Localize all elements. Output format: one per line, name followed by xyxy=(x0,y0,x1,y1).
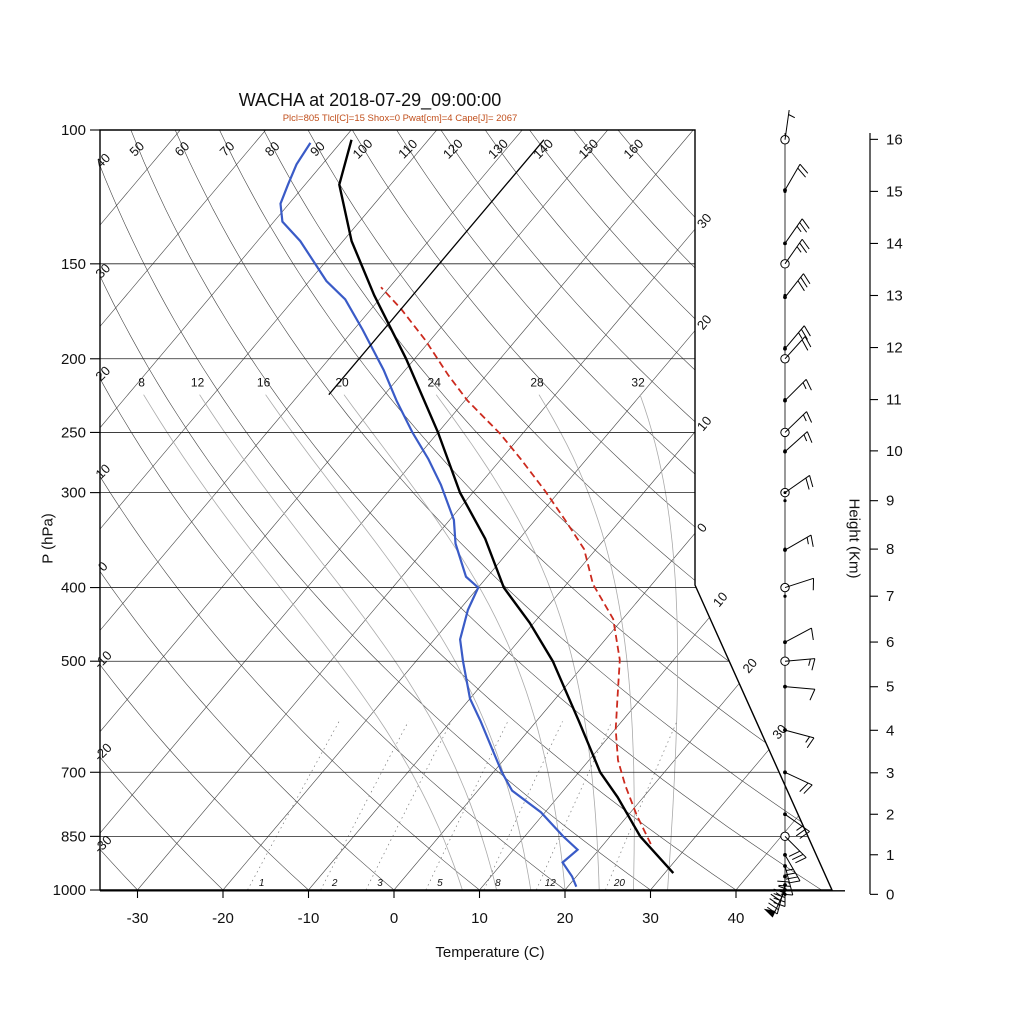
dry-adiabat-left-label: -20 xyxy=(91,740,115,764)
height-tick-label: 13 xyxy=(886,288,903,305)
dry-adiabat-top-label: 70 xyxy=(217,138,238,159)
temperature-tick-label: 0 xyxy=(390,910,398,927)
mixing-ratio-labels: 1 2 3 5 8 12 20 xyxy=(259,878,626,889)
dry-adiabat-left-label: 20 xyxy=(92,363,113,384)
mixing-ratio-label: 5 xyxy=(437,878,443,889)
isotherm-diagonal-label: 20 xyxy=(739,655,760,676)
plot-border xyxy=(99,129,834,891)
isobar-lines xyxy=(100,129,832,891)
dry-adiabat-top-label: 60 xyxy=(171,138,192,159)
pressure-tick-label: 300 xyxy=(61,485,86,502)
mixing-ratio-lines xyxy=(247,721,678,890)
temperature-tick-label: -30 xyxy=(127,910,149,927)
pressure-tick-label: 400 xyxy=(61,580,86,597)
dry-adiabat-left-label: 0 xyxy=(95,558,111,574)
dry-adiabat-left-label: 10 xyxy=(92,461,113,482)
moist-adiabat-label: 20 xyxy=(335,376,349,390)
temperature-tick-label: 10 xyxy=(471,910,488,927)
mixing-ratio-label: 8 xyxy=(495,878,501,889)
chart-info-line: Plcl=805 Tlcl[C]=15 Shox=0 Pwat[cm]=4 Ca… xyxy=(282,113,518,124)
dry-adiabat-top-label: 110 xyxy=(395,136,420,161)
pressure-tick-label: 700 xyxy=(61,764,86,781)
stratosphere-isotherm-curve xyxy=(328,139,545,396)
temperature-curve xyxy=(338,139,675,874)
dry-adiabat-top-label: 90 xyxy=(307,138,328,159)
pressure-tick-label: 1000 xyxy=(53,882,86,899)
height-tick-label: 2 xyxy=(886,806,894,823)
temperature-axis-label: Temperature (C) xyxy=(435,944,545,961)
parcel-curve xyxy=(380,286,652,845)
wind-barbs xyxy=(763,109,816,918)
isotherm-edge-label: 20 xyxy=(694,312,715,333)
height-tick-label: 12 xyxy=(886,340,903,357)
chart-title: WACHA at 2018-07-29_09:00:00 xyxy=(238,90,502,110)
dry-adiabat-left-label: 40 xyxy=(92,150,113,171)
mixing-ratio-label: 2 xyxy=(331,878,338,889)
moist-adiabat-labels: 8 12 16 20 24 28 32 xyxy=(138,376,645,390)
pressure-axis-label: P (hPa) xyxy=(39,513,57,564)
height-tick-label: 1 xyxy=(886,847,894,864)
temperature-axis: -30 -20 -10 0 10 20 30 40 xyxy=(100,890,845,927)
pressure-tick-label: 250 xyxy=(61,424,86,441)
dry-adiabat-top-label: 130 xyxy=(485,136,511,162)
moist-adiabat-label: 16 xyxy=(257,376,271,390)
pressure-tick-label: 500 xyxy=(61,653,86,670)
sounding-curves xyxy=(279,139,675,888)
pressure-tick-label: 150 xyxy=(61,256,86,273)
mixing-ratio-label: 3 xyxy=(377,878,383,889)
isotherm-edge-label: 30 xyxy=(694,210,715,231)
dry-adiabat-top-label: 160 xyxy=(620,136,646,162)
moist-adiabat-lines xyxy=(143,394,678,890)
moist-adiabat-label: 32 xyxy=(631,376,645,390)
pressure-tick-label: 100 xyxy=(61,122,86,139)
moist-adiabat-label: 24 xyxy=(428,376,442,390)
moist-adiabat-label: 28 xyxy=(530,376,544,390)
moist-adiabat-label: 12 xyxy=(191,376,205,390)
height-tick-label: 11 xyxy=(886,392,902,409)
isotherm-diagonal-label: 30 xyxy=(769,721,790,742)
height-tick-label: 6 xyxy=(886,634,894,651)
isotherm-edge-label: 10 xyxy=(694,413,715,434)
height-tick-label: 16 xyxy=(886,131,903,148)
dry-adiabat-left-label: -10 xyxy=(91,648,115,672)
dry-adiabat-top-label: 80 xyxy=(262,138,283,159)
dewpoint-curve xyxy=(279,142,580,888)
height-tick-label: 0 xyxy=(886,886,894,903)
height-tick-label: 4 xyxy=(886,722,894,739)
mixing-ratio-label: 20 xyxy=(613,878,626,889)
temperature-tick-label: 20 xyxy=(557,910,574,927)
dry-adiabat-top-label: 50 xyxy=(126,138,147,159)
dry-adiabat-top-label: 100 xyxy=(350,136,376,162)
height-tick-label: 14 xyxy=(886,235,903,252)
height-tick-label: 3 xyxy=(886,765,894,782)
height-tick-label: 5 xyxy=(886,679,894,696)
dry-adiabat-top-label: 150 xyxy=(575,136,601,162)
height-tick-label: 8 xyxy=(886,541,894,558)
moist-adiabat-label: 8 xyxy=(138,376,145,390)
height-axis-label: Height (Km) xyxy=(845,498,863,579)
temperature-tick-label: 40 xyxy=(728,910,745,927)
height-tick-label: 7 xyxy=(886,588,894,605)
dry-adiabat-top-label: 120 xyxy=(440,136,466,162)
pressure-tick-label: 200 xyxy=(61,351,86,368)
pressure-tick-label: 850 xyxy=(61,828,86,845)
height-tick-label: 9 xyxy=(886,493,894,510)
pressure-axis: 100 150 200 250 300 400 500 700 850 1000 xyxy=(53,122,100,899)
temperature-tick-label: 30 xyxy=(642,910,659,927)
height-tick-label: 10 xyxy=(886,443,903,460)
temperature-tick-label: -20 xyxy=(212,910,234,927)
isotherm-edge-label: 0 xyxy=(694,520,710,535)
mixing-ratio-label: 12 xyxy=(545,878,557,889)
isotherm-diagonal-label: 10 xyxy=(710,589,731,610)
mixing-ratio-label: 1 xyxy=(259,878,265,889)
temperature-tick-label: -10 xyxy=(298,910,320,927)
height-tick-label: 15 xyxy=(886,183,903,200)
